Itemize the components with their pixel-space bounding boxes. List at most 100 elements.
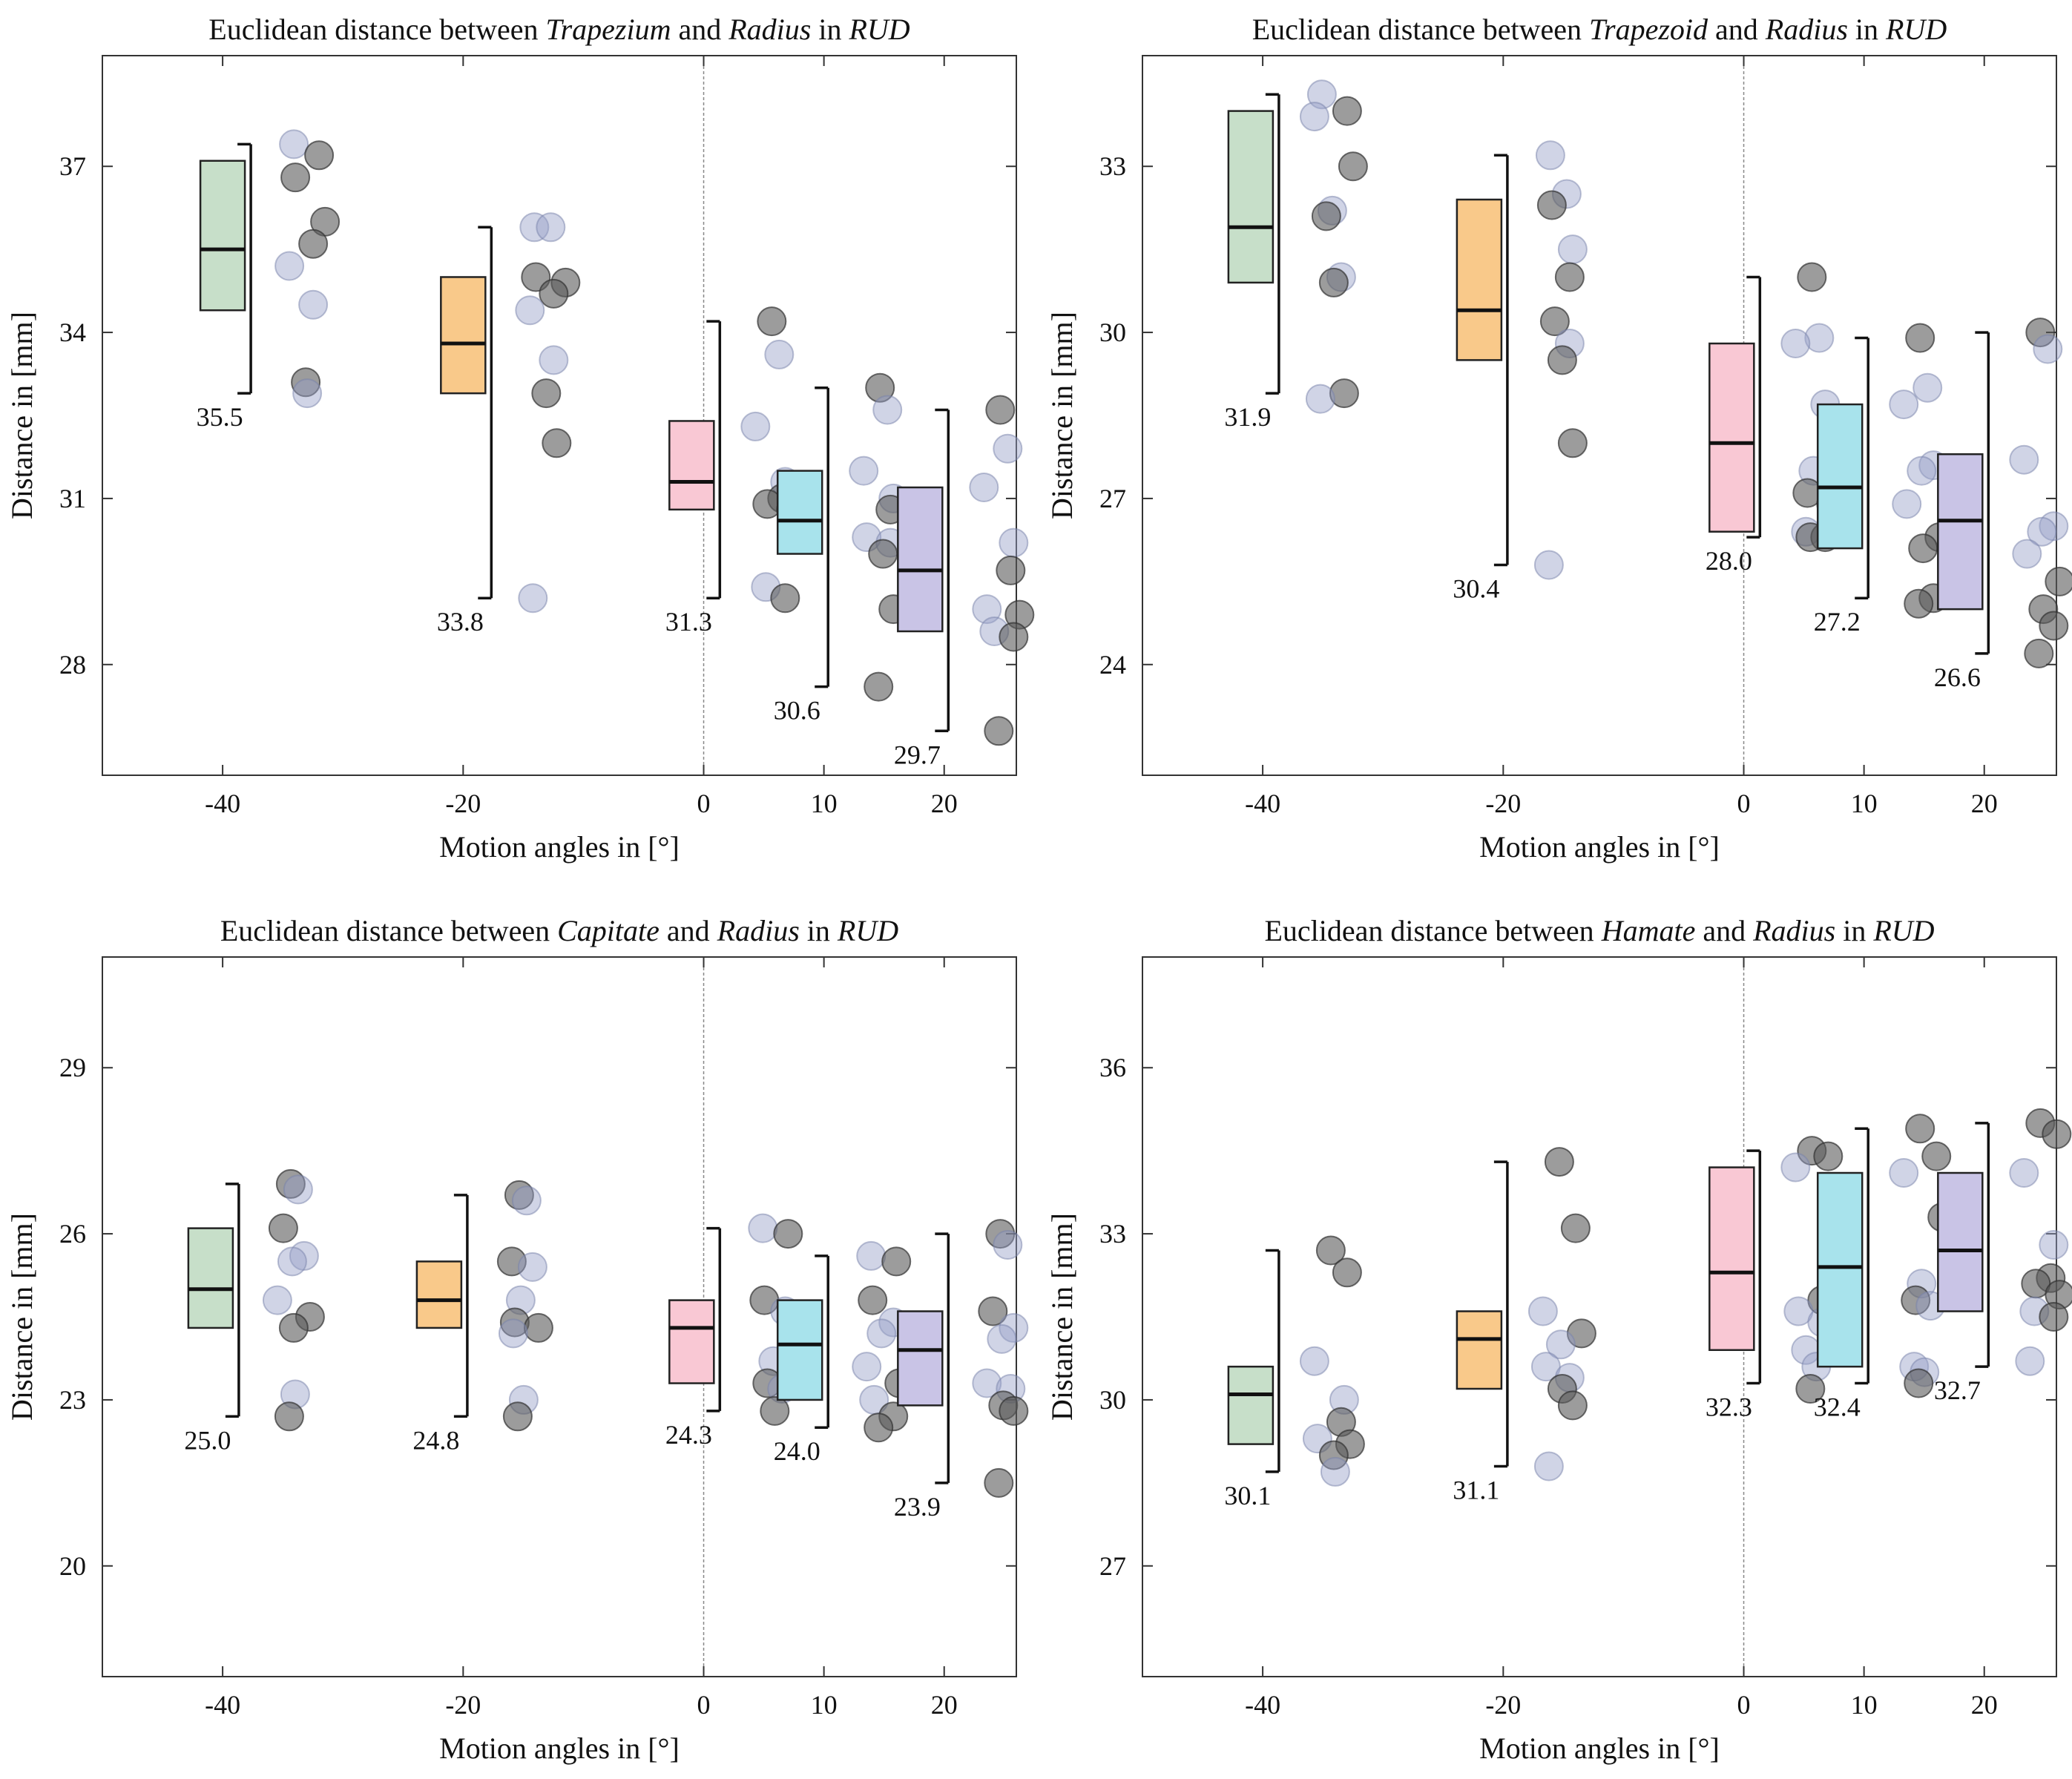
box-iqr xyxy=(1816,403,1864,550)
plot-frame xyxy=(102,956,1017,1677)
x-tick-label: 20 xyxy=(1971,1690,1998,1720)
data-point xyxy=(1544,1147,1574,1177)
data-point xyxy=(1536,190,1567,220)
data-point xyxy=(268,1213,298,1243)
data-point xyxy=(1921,1141,1952,1171)
data-point xyxy=(1306,79,1337,110)
data-point xyxy=(1547,345,1577,375)
y-tick-label: 29 xyxy=(59,1053,86,1082)
data-point xyxy=(881,1246,912,1277)
data-point xyxy=(764,339,795,369)
data-point xyxy=(502,1401,533,1432)
data-point xyxy=(274,251,305,281)
data-point xyxy=(1545,1329,1576,1360)
box-iqr xyxy=(1937,453,1984,611)
data-point xyxy=(1320,1456,1350,1487)
data-point xyxy=(274,1401,304,1432)
box-iqr xyxy=(1708,1166,1755,1352)
data-point xyxy=(993,1230,1023,1260)
data-point xyxy=(2045,566,2072,596)
y-tick-label: 26 xyxy=(59,1219,86,1249)
data-point xyxy=(996,555,1026,585)
data-point xyxy=(1804,323,1835,353)
x-tick-label: 10 xyxy=(1851,789,1878,818)
data-point xyxy=(1913,372,1943,403)
data-point xyxy=(1908,533,1938,564)
data-point xyxy=(858,1285,888,1315)
box-iqr xyxy=(1227,110,1275,284)
x-tick-label: 0 xyxy=(1737,1690,1751,1720)
box-iqr xyxy=(668,420,715,511)
x-tick-label: -20 xyxy=(1485,789,1521,818)
x-axis-label: Motion angles in [°] xyxy=(439,830,680,864)
data-point xyxy=(866,1318,897,1349)
data-point xyxy=(292,378,323,409)
data-point xyxy=(1299,1346,1329,1376)
median-value-label: 33.8 xyxy=(437,607,484,637)
data-point xyxy=(1332,1257,1362,1288)
box-iqr xyxy=(1456,198,1503,361)
median-value-label: 32.4 xyxy=(1814,1392,1861,1422)
box-iqr xyxy=(440,276,487,395)
chart-title: Euclidean distance between Hamate and Ra… xyxy=(1264,914,1934,947)
box-iqr xyxy=(897,486,944,633)
data-point xyxy=(539,345,569,375)
data-point xyxy=(498,1318,528,1349)
data-point xyxy=(1539,306,1570,337)
data-point xyxy=(1780,1152,1811,1183)
x-tick-label: -40 xyxy=(205,789,240,818)
box-series-8: 30.6 xyxy=(774,372,909,726)
median-value-label: 24.8 xyxy=(412,1425,459,1455)
box-series--40: 35.5 xyxy=(197,129,341,432)
chart-panel-2: 24 27 30 33 -40 -20 0 10 20 Euclidean distance be… xyxy=(1045,13,2072,864)
data-point xyxy=(542,428,572,458)
x-tick-label: 10 xyxy=(1851,1690,1878,1720)
median-value-label: 24.3 xyxy=(665,1420,712,1450)
median-value-label: 29.7 xyxy=(894,740,941,769)
data-point xyxy=(757,306,787,337)
median-value-label: 23.9 xyxy=(894,1492,941,1522)
box-iqr xyxy=(1708,342,1755,533)
data-point xyxy=(1892,489,1922,519)
data-point xyxy=(1905,1114,1935,1144)
data-point xyxy=(748,1213,778,1243)
box-iqr xyxy=(1456,1310,1503,1390)
x-axis-label: Motion angles in [°] xyxy=(439,1732,680,1765)
median-value-label: 35.5 xyxy=(197,402,243,432)
y-tick-label: 33 xyxy=(1099,151,1126,181)
data-point xyxy=(1535,140,1565,171)
data-point xyxy=(760,1395,790,1426)
data-point xyxy=(280,162,311,193)
data-point xyxy=(536,212,566,243)
chart-title: Euclidean distance between Trapezium and… xyxy=(208,13,910,46)
data-point xyxy=(1311,201,1341,231)
data-point xyxy=(518,583,548,614)
x-tick-label: 0 xyxy=(697,1690,711,1720)
data-point xyxy=(517,1252,547,1282)
y-tick-label: 30 xyxy=(1099,318,1126,347)
y-tick-label: 31 xyxy=(59,484,86,513)
data-point xyxy=(972,1368,1002,1398)
y-tick-label: 24 xyxy=(1099,650,1126,680)
data-point xyxy=(1332,96,1362,126)
box-iqr xyxy=(415,1260,463,1329)
data-point xyxy=(969,473,999,502)
data-point xyxy=(304,140,335,171)
plot-frame xyxy=(1142,55,2057,776)
x-tick-label: 0 xyxy=(697,789,711,818)
data-point xyxy=(539,278,569,309)
data-point xyxy=(523,1312,553,1343)
data-point xyxy=(1797,262,1827,292)
y-tick-label: 28 xyxy=(59,650,86,680)
data-point xyxy=(999,622,1029,652)
data-point xyxy=(515,295,545,326)
data-point xyxy=(291,367,321,398)
box-iqr xyxy=(187,1227,234,1329)
data-point xyxy=(2012,539,2042,569)
data-point xyxy=(283,1174,313,1205)
chart-panel-1: 28 31 34 37 -40 -20 0 10 20 Euclidean distance be… xyxy=(5,13,1035,864)
x-tick-label: 20 xyxy=(931,1690,958,1720)
data-point xyxy=(2039,611,2069,641)
chart-panel-3: 20 23 26 29 -40 -20 0 10 20 Euclidean distance be… xyxy=(5,914,1029,1765)
